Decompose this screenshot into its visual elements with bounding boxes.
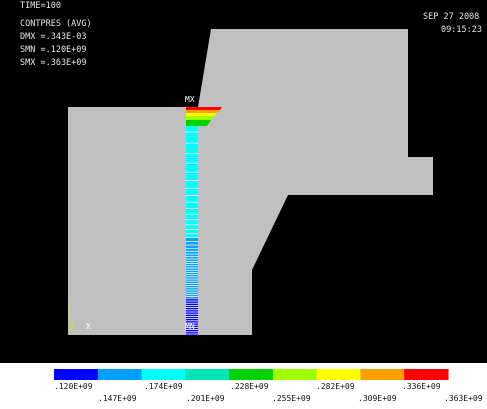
legend-swatch	[185, 369, 230, 380]
legend-swatch	[360, 369, 405, 380]
min-marker: MN	[185, 322, 195, 331]
left-body	[68, 107, 186, 335]
legend-bottom-label-1: .147E+09	[98, 394, 137, 403]
legend-swatch	[141, 369, 186, 380]
clock-label: 09:15:23	[441, 25, 482, 35]
legend-swatch	[97, 369, 143, 380]
axis-x-marker: X	[86, 322, 91, 331]
legend-bottom-label-5: .363E+09	[444, 394, 483, 403]
legend-swatch	[316, 369, 361, 380]
date-label: SEP 27 2008	[423, 12, 480, 22]
peak-fringe-green	[186, 120, 211, 126]
legend-top-label-3: .228E+09	[230, 382, 269, 391]
legend-swatch	[229, 369, 274, 380]
legend-top-label-1: .120E+09	[54, 382, 93, 391]
legend-bar	[54, 369, 449, 380]
smx-label: SMX =.363E+09	[20, 58, 87, 68]
legend-top-label-4: .282E+09	[316, 382, 355, 391]
peak-fringe-orange	[186, 110, 220, 113]
legend-top-label-5: .336E+09	[402, 382, 441, 391]
contact-pressure-strip	[186, 126, 198, 335]
dmx-label: DMX =.343E-03	[20, 32, 87, 42]
result-label: CONTPRES (AVG)	[20, 19, 92, 29]
legend-top-label-2: .174E+09	[144, 382, 183, 391]
legend-bottom-label-3: .255E+09	[272, 394, 311, 403]
constraint-marks	[68, 298, 73, 333]
peak-fringe-lime	[186, 116, 214, 120]
legend-swatch	[54, 369, 99, 380]
time-label: TIME=100	[20, 1, 61, 11]
legend-bottom-label-2: .201E+09	[186, 394, 225, 403]
peak-fringe-yellow	[186, 113, 217, 116]
right-body	[198, 29, 433, 335]
legend-bottom-label-4: .309E+09	[358, 394, 397, 403]
peak-fringe-red	[186, 107, 222, 110]
smn-label: SMN =.120E+09	[20, 45, 87, 55]
legend-swatch	[404, 369, 449, 380]
max-marker: MX	[185, 95, 195, 104]
legend-swatch	[272, 369, 318, 380]
